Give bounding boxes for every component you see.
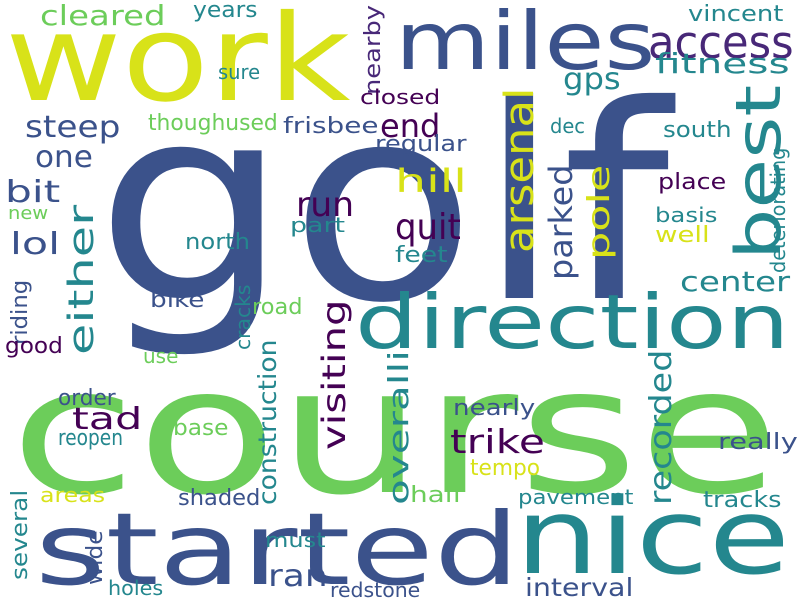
word-tad: tad bbox=[72, 402, 143, 437]
word-recorded: recorded bbox=[644, 349, 679, 505]
word-south: south bbox=[663, 118, 732, 143]
word-gps: gps bbox=[563, 62, 621, 97]
word-shaded: shaded bbox=[178, 486, 261, 511]
word-redstone: redstone bbox=[330, 578, 421, 600]
word-must: must bbox=[265, 528, 326, 552]
word-bit: bit bbox=[5, 175, 61, 210]
word-frisbee: frisbee bbox=[283, 114, 379, 139]
word-road: road bbox=[252, 295, 303, 320]
word-order: order bbox=[58, 386, 116, 411]
word-good: good bbox=[5, 334, 63, 359]
word-steep: steep bbox=[25, 110, 121, 145]
word-ran: ran bbox=[268, 559, 328, 594]
word-end: end bbox=[380, 107, 441, 145]
word-overalli: overalli bbox=[382, 350, 415, 505]
word-center: center bbox=[680, 265, 791, 298]
word-wide: wide bbox=[83, 530, 108, 585]
word-hill: hill bbox=[395, 162, 467, 200]
word-started: started bbox=[35, 491, 520, 600]
word-tracks: tracks bbox=[703, 488, 782, 513]
word-interval: interval bbox=[525, 573, 634, 600]
word-work: work bbox=[5, 0, 351, 129]
word-parked: parked bbox=[542, 164, 580, 280]
word-half: half bbox=[410, 483, 463, 508]
word-lol: lol bbox=[10, 227, 61, 262]
word-construction: construction bbox=[253, 339, 282, 505]
word-pavement: pavement bbox=[518, 485, 634, 509]
word-run: run bbox=[296, 185, 355, 225]
word-pole: pole bbox=[582, 164, 617, 260]
word-trike: trike bbox=[450, 422, 545, 461]
word-sure: sure bbox=[218, 60, 261, 84]
word-nearly: nearly bbox=[453, 396, 536, 421]
word-closed: closed bbox=[360, 85, 441, 109]
word-quit: quit bbox=[395, 207, 461, 248]
word-basis: basis bbox=[655, 203, 718, 227]
word-regular: regular bbox=[375, 132, 467, 157]
word-vincent: vincent bbox=[688, 2, 784, 27]
word-fitness: fitness bbox=[655, 47, 790, 80]
word-thoughused: thoughused bbox=[148, 111, 278, 136]
word-north: north bbox=[185, 230, 251, 255]
word-cracks: cracks bbox=[231, 284, 255, 350]
word-course: course bbox=[10, 331, 780, 534]
word-really: really bbox=[718, 430, 798, 455]
word-arsenal: arsenal bbox=[497, 87, 543, 253]
word-holes: holes bbox=[108, 576, 164, 600]
word-years: years bbox=[193, 0, 258, 23]
word-base: base bbox=[173, 416, 229, 441]
word-either: either bbox=[62, 204, 102, 355]
word-well: well bbox=[655, 223, 710, 248]
word-cleared: cleared bbox=[40, 0, 166, 32]
word-access: access bbox=[648, 16, 794, 69]
word-place: place bbox=[658, 170, 727, 195]
word-one: one bbox=[35, 140, 93, 175]
word-nice: nice bbox=[515, 476, 791, 598]
word-dec: dec bbox=[550, 114, 585, 138]
word-miles: miles bbox=[395, 0, 656, 88]
word-deteriorating: deteriorating bbox=[766, 147, 790, 273]
word-direction: direction bbox=[355, 278, 790, 366]
word-new: new bbox=[8, 203, 49, 224]
word-golf: golf bbox=[95, 47, 670, 362]
word-use: use bbox=[143, 344, 179, 368]
word-several: several bbox=[8, 489, 33, 580]
word-reopen: reopen bbox=[58, 426, 123, 451]
word-visiting: visiting bbox=[315, 299, 353, 450]
word-nearby: nearby bbox=[361, 5, 386, 95]
word-bike: bike bbox=[150, 288, 205, 313]
word-part: part bbox=[290, 213, 346, 237]
word-areas: areas bbox=[40, 483, 106, 507]
word-feet: feet bbox=[395, 243, 448, 268]
word-tempo: tempo bbox=[470, 456, 541, 481]
